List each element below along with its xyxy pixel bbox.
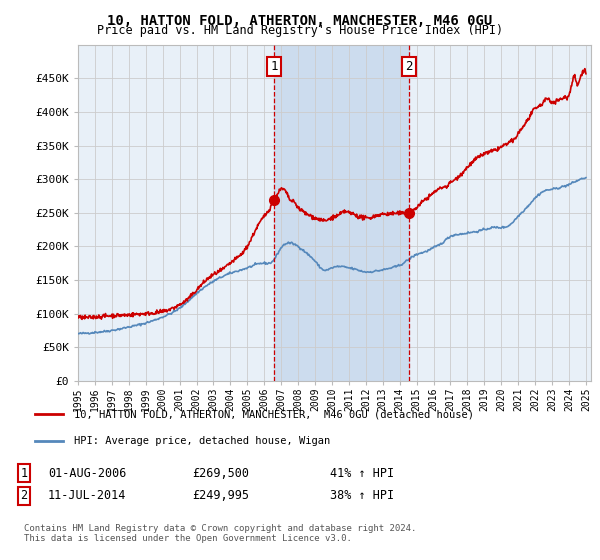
Bar: [274, 45, 409, 381]
Text: 1: 1: [20, 466, 28, 480]
Text: Contains HM Land Registry data © Crown copyright and database right 2024.
This d: Contains HM Land Registry data © Crown c…: [24, 524, 416, 543]
Text: 1: 1: [271, 60, 278, 73]
Text: 2: 2: [405, 60, 412, 73]
Text: 01-AUG-2006: 01-AUG-2006: [48, 466, 127, 480]
Text: 10, HATTON FOLD, ATHERTON, MANCHESTER, M46 0GU: 10, HATTON FOLD, ATHERTON, MANCHESTER, M…: [107, 14, 493, 28]
Text: 10, HATTON FOLD, ATHERTON, MANCHESTER,  M46 0GU (detached house): 10, HATTON FOLD, ATHERTON, MANCHESTER, M…: [74, 409, 473, 419]
Text: 41% ↑ HPI: 41% ↑ HPI: [330, 466, 394, 480]
Text: Price paid vs. HM Land Registry's House Price Index (HPI): Price paid vs. HM Land Registry's House …: [97, 24, 503, 37]
Text: £249,995: £249,995: [192, 489, 249, 502]
Text: HPI: Average price, detached house, Wigan: HPI: Average price, detached house, Wiga…: [74, 436, 330, 446]
Text: £269,500: £269,500: [192, 466, 249, 480]
Text: 38% ↑ HPI: 38% ↑ HPI: [330, 489, 394, 502]
Text: 11-JUL-2014: 11-JUL-2014: [48, 489, 127, 502]
Text: 2: 2: [20, 489, 28, 502]
